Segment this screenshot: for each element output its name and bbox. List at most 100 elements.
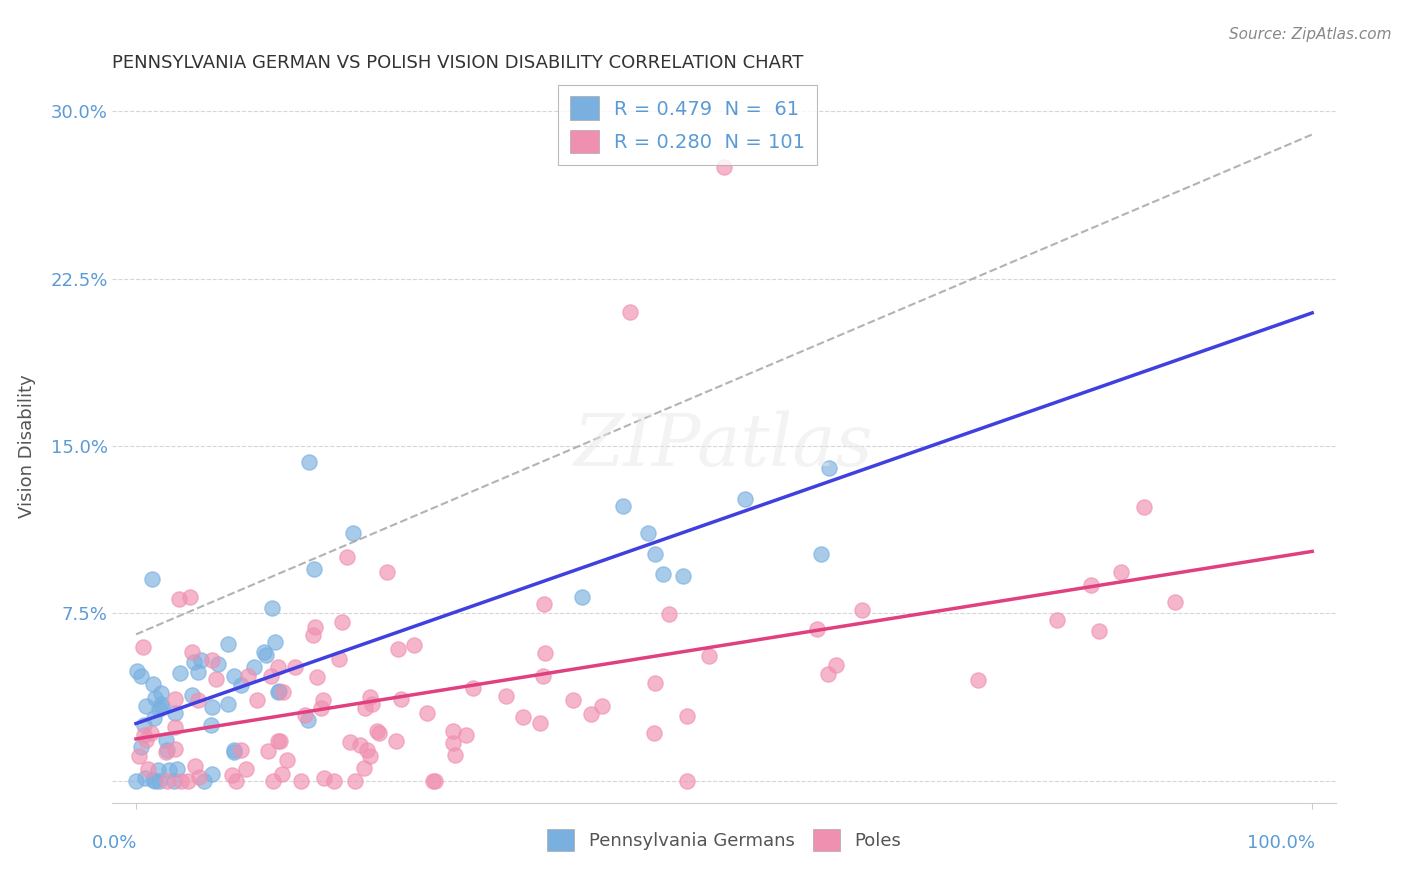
Point bbox=[294, 708, 316, 723]
Point bbox=[135, 698, 157, 713]
Point bbox=[187, 771, 209, 785]
Point bbox=[713, 160, 735, 174]
Point bbox=[454, 728, 477, 742]
Point bbox=[368, 726, 391, 740]
Point bbox=[143, 691, 166, 706]
Text: PENNSYLVANIA GERMAN VS POLISH VISION DISABILITY CORRELATION CHART: PENNSYLVANIA GERMAN VS POLISH VISION DIS… bbox=[112, 54, 804, 72]
Point bbox=[676, 773, 699, 788]
Point bbox=[353, 700, 375, 714]
Point bbox=[529, 716, 551, 731]
Point bbox=[309, 701, 332, 715]
Point bbox=[148, 773, 170, 788]
Point bbox=[851, 603, 873, 617]
Point bbox=[266, 685, 288, 699]
Point bbox=[201, 653, 224, 667]
Point bbox=[148, 764, 170, 778]
Point bbox=[253, 645, 276, 659]
Point bbox=[422, 773, 444, 788]
Point bbox=[284, 660, 307, 674]
Point bbox=[360, 697, 382, 711]
Point bbox=[141, 725, 163, 739]
Point bbox=[179, 591, 201, 605]
Point bbox=[531, 669, 554, 683]
Point bbox=[328, 652, 350, 666]
Point bbox=[344, 773, 367, 788]
Point bbox=[134, 728, 156, 742]
Point bbox=[235, 762, 257, 776]
Point bbox=[643, 726, 665, 740]
Point bbox=[132, 717, 155, 731]
Point bbox=[150, 698, 173, 712]
Point bbox=[125, 773, 148, 788]
Point bbox=[269, 733, 291, 747]
Point bbox=[1163, 595, 1185, 609]
Point bbox=[193, 773, 215, 788]
Point bbox=[967, 673, 990, 688]
Point bbox=[163, 773, 186, 788]
Point bbox=[1109, 565, 1132, 579]
Point bbox=[217, 697, 239, 711]
Point bbox=[404, 639, 426, 653]
Point bbox=[267, 660, 290, 674]
Point bbox=[225, 773, 247, 788]
Point bbox=[148, 702, 170, 716]
Point bbox=[183, 656, 205, 670]
Point bbox=[224, 743, 246, 757]
Point bbox=[217, 637, 239, 651]
Point bbox=[322, 773, 344, 788]
Point bbox=[356, 743, 378, 757]
Point bbox=[441, 736, 464, 750]
Point bbox=[734, 492, 756, 507]
Point bbox=[571, 590, 593, 604]
Point bbox=[163, 706, 186, 720]
Point bbox=[262, 773, 284, 788]
Point bbox=[824, 657, 846, 672]
Point bbox=[169, 666, 191, 681]
Point bbox=[416, 706, 439, 721]
Point bbox=[135, 733, 157, 747]
Point bbox=[155, 745, 177, 759]
Point bbox=[150, 700, 173, 714]
Point bbox=[652, 566, 675, 581]
Point bbox=[246, 693, 269, 707]
Point bbox=[260, 669, 283, 683]
Point bbox=[201, 766, 224, 780]
Point bbox=[165, 720, 187, 734]
Point bbox=[221, 768, 243, 782]
Point bbox=[304, 620, 326, 634]
Point bbox=[441, 724, 464, 739]
Point bbox=[264, 635, 287, 649]
Point bbox=[134, 772, 156, 786]
Point bbox=[267, 734, 290, 748]
Legend: R = 0.479  N =  61, R = 0.280  N = 101: R = 0.479 N = 61, R = 0.280 N = 101 bbox=[558, 85, 817, 165]
Point bbox=[257, 744, 280, 758]
Point bbox=[305, 670, 328, 684]
Point bbox=[619, 305, 641, 319]
Point bbox=[389, 692, 412, 706]
Point bbox=[444, 747, 467, 762]
Point bbox=[276, 753, 298, 767]
Point bbox=[222, 668, 245, 682]
Point bbox=[637, 525, 659, 540]
Point bbox=[342, 525, 364, 540]
Point bbox=[136, 762, 159, 776]
Point bbox=[359, 748, 381, 763]
Text: ZIPatlas: ZIPatlas bbox=[574, 410, 875, 482]
Point bbox=[165, 741, 187, 756]
Point bbox=[141, 572, 163, 586]
Point bbox=[128, 748, 150, 763]
Point bbox=[697, 648, 720, 663]
Point bbox=[236, 669, 259, 683]
Point bbox=[375, 565, 398, 579]
Point bbox=[366, 724, 388, 739]
Point bbox=[359, 690, 381, 705]
Point bbox=[145, 773, 167, 788]
Point bbox=[818, 460, 841, 475]
Point bbox=[224, 745, 246, 759]
Point bbox=[1133, 500, 1156, 515]
Point bbox=[423, 773, 446, 788]
Point bbox=[159, 763, 181, 777]
Point bbox=[207, 657, 229, 672]
Point bbox=[298, 455, 321, 469]
Point bbox=[229, 742, 252, 756]
